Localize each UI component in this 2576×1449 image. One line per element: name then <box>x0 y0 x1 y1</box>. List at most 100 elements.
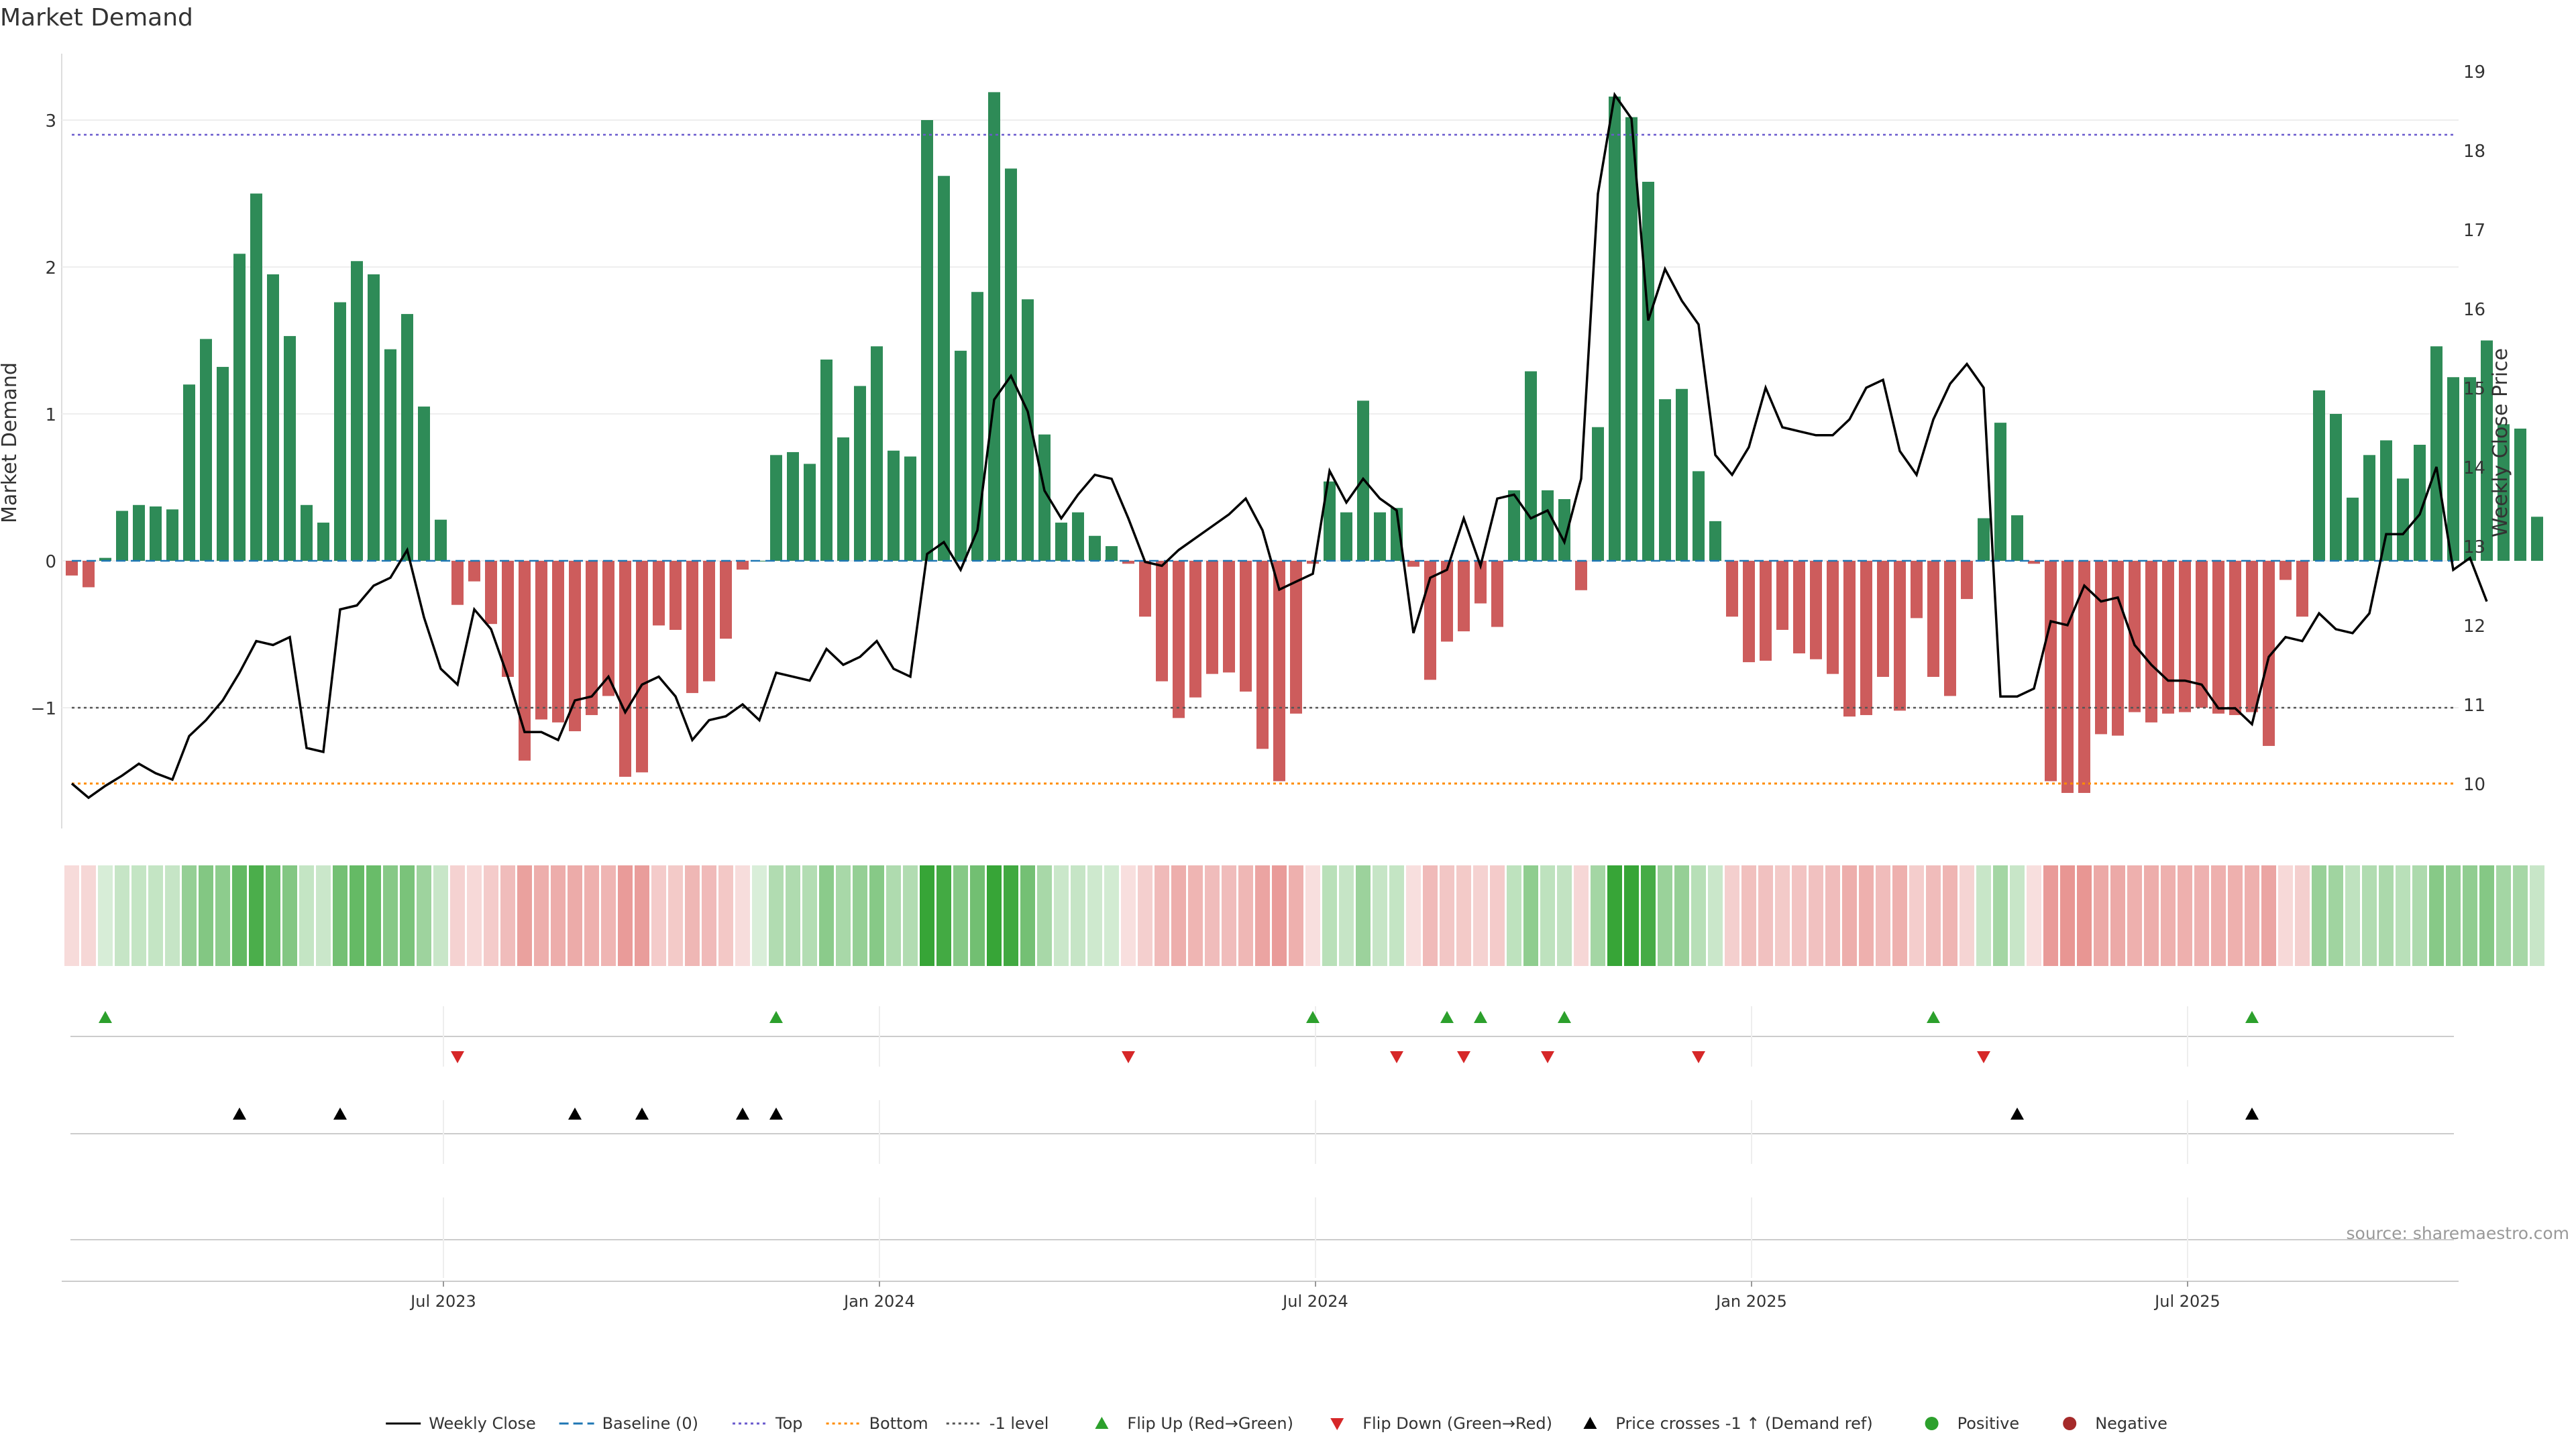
heat-cell <box>1054 865 1069 966</box>
heat-cell <box>651 865 666 966</box>
heat-cell <box>333 865 347 966</box>
demand-bar-positive <box>1625 117 1638 561</box>
heat-cell <box>869 865 884 966</box>
x-axis: Jul 2023 Jan 2024 Jul 2024 Jan 2025 Jul 2025 <box>409 1281 2220 1311</box>
x-tick-label: Jan 2024 <box>843 1292 915 1311</box>
demand-bar-negative <box>2212 561 2224 714</box>
heat-cell <box>1809 865 1823 966</box>
heat-cell <box>467 865 482 966</box>
y-axis-left: 3 2 1 0 −1 <box>31 111 56 719</box>
legend-label: Negative <box>2095 1414 2167 1433</box>
x-tick-label: Jul 2025 <box>2153 1292 2220 1311</box>
demand-bar-positive <box>1542 490 1554 561</box>
heat-cell <box>299 865 314 966</box>
flip-up-marker <box>2245 1011 2259 1023</box>
demand-bar-negative <box>1743 561 1755 663</box>
demand-bar-positive <box>1022 299 1034 561</box>
heat-cell <box>1272 865 1287 966</box>
heat-cell <box>1591 865 1605 966</box>
heat-cell <box>1490 865 1505 966</box>
heat-cell <box>1976 865 1991 966</box>
heat-cell <box>1205 865 1220 966</box>
cross-marker <box>333 1108 347 1120</box>
heat-cell <box>1909 865 1924 966</box>
legend-swatch <box>1330 1418 1344 1430</box>
flip-up-marker <box>1440 1011 1454 1023</box>
heat-cell <box>517 865 532 966</box>
heat-cell <box>1557 865 1572 966</box>
heat-cell <box>199 865 213 966</box>
demand-bar-positive <box>2380 440 2392 561</box>
demand-bar-negative <box>602 561 614 696</box>
heat-cell <box>2194 865 2209 966</box>
demand-bar-positive <box>284 335 296 561</box>
heat-cell <box>2530 865 2544 966</box>
demand-bar-negative <box>2078 561 2090 794</box>
demand-bar-negative <box>1474 561 1487 604</box>
demand-bar-negative <box>2263 561 2275 746</box>
demand-bar-positive <box>99 557 111 561</box>
demand-bar-positive <box>770 455 782 561</box>
heat-cell <box>2211 865 2226 966</box>
event-gridlines <box>62 1006 2459 1282</box>
cross-marker <box>2245 1108 2259 1120</box>
demand-bar-positive <box>837 437 849 561</box>
demand-bar-negative <box>586 561 598 715</box>
heat-cell <box>920 865 934 966</box>
heat-cell <box>1859 865 1874 966</box>
demand-bar-negative <box>1927 561 1939 678</box>
demand-bar-positive <box>1038 434 1051 561</box>
legend-label: Bottom <box>869 1414 928 1433</box>
demand-heat-strip <box>64 865 2544 966</box>
heat-cell <box>1171 865 1186 966</box>
heat-cell <box>2110 865 2125 966</box>
heat-cell <box>668 865 683 966</box>
heat-cell <box>1540 865 1555 966</box>
heat-cell <box>215 865 230 966</box>
heat-cell <box>2077 865 2092 966</box>
heat-cell <box>1389 865 1404 966</box>
demand-bar-positive <box>1558 499 1570 561</box>
heat-cell <box>1708 865 1723 966</box>
y2-tick-label: 10 <box>2463 775 2485 795</box>
demand-bar-positive <box>200 339 212 561</box>
demand-bar-positive <box>1592 427 1604 561</box>
demand-bar-negative <box>1810 561 1822 659</box>
demand-bar-negative <box>669 561 682 630</box>
demand-bar-positive <box>1005 168 1017 561</box>
demand-bar-negative <box>535 561 547 720</box>
demand-bar-positive <box>2430 346 2443 561</box>
demand-bar-positive <box>1978 518 1990 561</box>
demand-bar-negative <box>569 561 581 732</box>
demand-bar-positive <box>820 359 833 561</box>
heat-cell <box>433 865 448 966</box>
demand-bar-positive <box>1525 371 1537 561</box>
heat-cell <box>2278 865 2293 966</box>
heat-cell <box>1624 865 1639 966</box>
demand-bar-positive <box>2011 515 2023 561</box>
flip-up-markers <box>99 1011 2259 1023</box>
demand-bar-positive <box>133 504 145 561</box>
demand-bar-negative <box>451 561 464 605</box>
heat-cell <box>115 865 129 966</box>
cross-marker <box>233 1108 246 1120</box>
demand-bar-positive <box>351 261 363 561</box>
heat-cell <box>786 865 800 966</box>
flip-down-marker <box>1457 1051 1470 1063</box>
demand-bar-negative <box>1240 561 1252 692</box>
heat-cell <box>1155 865 1169 966</box>
legend-item: Flip Up (Red→Green) <box>1095 1414 1293 1433</box>
legend-item: Bottom <box>826 1414 928 1433</box>
heat-cell <box>1926 865 1941 966</box>
demand-bar-positive <box>384 349 396 561</box>
demand-bar-positive <box>1391 508 1403 561</box>
demand-bar-positive <box>233 254 246 561</box>
x-tick-label: Jul 2024 <box>1281 1292 1348 1311</box>
demand-bar-positive <box>1089 535 1101 561</box>
heat-cell <box>1741 865 1756 966</box>
demand-bar-negative <box>2145 561 2157 722</box>
heat-cell <box>1373 865 1387 966</box>
heat-cell <box>1960 865 1974 966</box>
heat-cell <box>500 865 515 966</box>
heat-cell <box>635 865 649 966</box>
